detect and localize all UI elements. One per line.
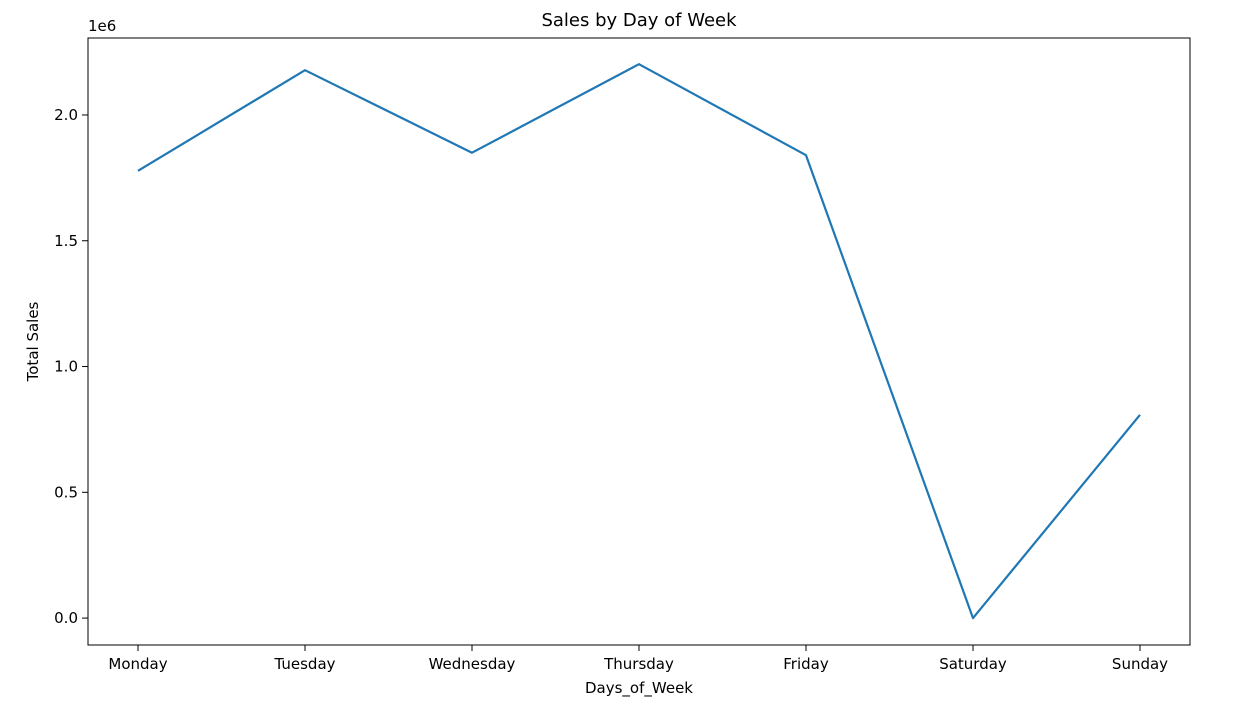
series-line [137,63,1141,620]
x-tick-label: Friday [783,655,829,673]
y-tick-label: 0.0 [54,609,78,627]
plot-marks [137,63,1141,620]
x-axis-ticks: Monday Tuesday Wednesday Thursday Friday Satu… [108,645,1168,673]
x-axis-label: Days_of_Week [585,679,693,698]
chart-title: Sales by Day of Week [541,10,737,31]
y-axis-offset-label: 1e6 [88,17,116,35]
y-tick-label: 0.5 [54,483,78,501]
y-axis-label: Total Sales [24,301,42,382]
x-tick-label: Thursday [603,655,674,673]
x-tick-label: Monday [108,655,167,673]
y-tick-label: 2.0 [54,106,78,124]
y-tick-label: 1.0 [54,358,78,376]
x-tick-label: Saturday [939,655,1007,673]
x-tick-label: Sunday [1112,655,1168,673]
x-tick-label: Tuesday [273,655,335,673]
y-axis-ticks: 0.0 0.5 1.0 1.5 2.0 [54,106,88,627]
x-tick-label: Wednesday [429,655,516,673]
y-tick-label: 1.5 [54,232,78,250]
